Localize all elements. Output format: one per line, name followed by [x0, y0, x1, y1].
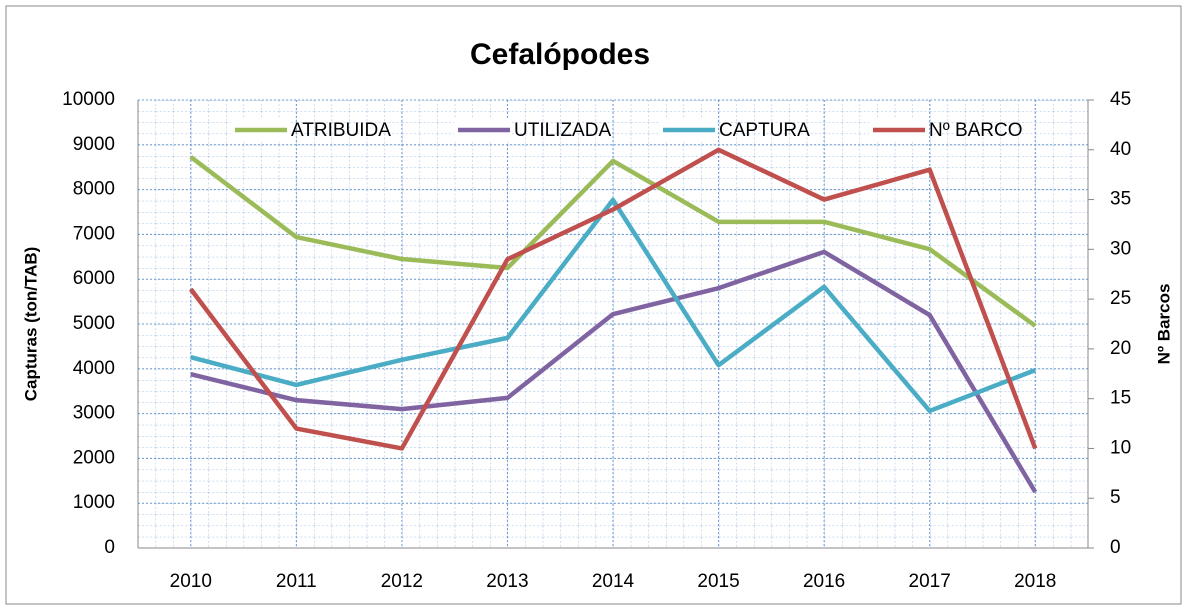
y2-tick-label: 30	[1110, 238, 1131, 259]
y2-tick-label: 5	[1110, 487, 1121, 508]
y2-tick-label: 20	[1110, 338, 1131, 359]
y2-axis-label: Nº Barcos	[1154, 284, 1173, 365]
x-tick-label: 2017	[909, 571, 951, 592]
y-axis-label: Capturas (ton/TAB)	[21, 247, 40, 402]
legend-label: CAPTURA	[719, 120, 810, 141]
y-tick-label: 8000	[73, 179, 115, 200]
y2-tick-label: 10	[1110, 437, 1131, 458]
x-tick-label: 2012	[381, 571, 423, 592]
y2-tick-label: 25	[1110, 288, 1131, 309]
x-tick-label: 2013	[486, 571, 528, 592]
y2-tick-label: 0	[1110, 537, 1121, 558]
y-tick-label: 9000	[73, 134, 115, 155]
series-line	[190, 249, 1038, 494]
x-tick-label: 2011	[276, 571, 317, 592]
x-tick-label: 2018	[1014, 571, 1056, 592]
y-tick-label: 7000	[73, 223, 115, 244]
y-tick-label: 10000	[62, 89, 115, 110]
y-tick-label: 2000	[73, 447, 115, 468]
x-tick-label: 2014	[592, 571, 635, 592]
x-tick-label: 2010	[170, 571, 212, 592]
y2-tick-label: 40	[1110, 139, 1131, 160]
x-tick-label: 2016	[803, 571, 845, 592]
legend-label: ATRIBUIDA	[291, 120, 391, 141]
y-tick-label: 6000	[73, 268, 115, 289]
y2-tick-label: 45	[1110, 89, 1131, 110]
series-line	[189, 155, 1037, 328]
chart-title: Cefalópodes	[470, 38, 650, 71]
legend-label: Nº BARCO	[929, 120, 1023, 141]
y-tick-label: 0	[104, 537, 115, 558]
series-line	[190, 197, 1037, 414]
y-tick-label: 5000	[73, 313, 115, 334]
y2-tick-label: 35	[1110, 189, 1131, 210]
x-tick-label: 2015	[697, 571, 739, 592]
y-tick-label: 3000	[73, 403, 115, 424]
legend-label: UTILIZADA	[514, 120, 611, 141]
series-line	[188, 147, 1038, 451]
y2-tick-label: 15	[1110, 388, 1131, 409]
y-tick-label: 4000	[73, 358, 115, 379]
y-tick-label: 1000	[73, 492, 115, 513]
